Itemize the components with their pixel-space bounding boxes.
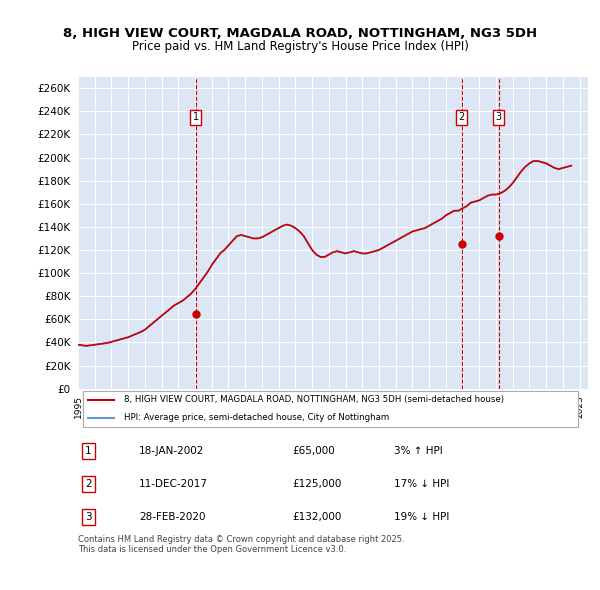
Text: 8, HIGH VIEW COURT, MAGDALA ROAD, NOTTINGHAM, NG3 5DH: 8, HIGH VIEW COURT, MAGDALA ROAD, NOTTIN… [63, 27, 537, 40]
Text: 18-JAN-2002: 18-JAN-2002 [139, 446, 205, 456]
Text: 1: 1 [85, 446, 92, 456]
Text: 11-DEC-2017: 11-DEC-2017 [139, 479, 208, 489]
Text: HPI: Average price, semi-detached house, City of Nottingham: HPI: Average price, semi-detached house,… [124, 414, 389, 422]
Text: 1: 1 [193, 112, 199, 122]
Text: Contains HM Land Registry data © Crown copyright and database right 2025.
This d: Contains HM Land Registry data © Crown c… [78, 535, 404, 554]
Text: £132,000: £132,000 [292, 512, 341, 522]
Text: £125,000: £125,000 [292, 479, 341, 489]
FancyBboxPatch shape [83, 391, 578, 427]
Text: 2: 2 [458, 112, 465, 122]
Text: Price paid vs. HM Land Registry's House Price Index (HPI): Price paid vs. HM Land Registry's House … [131, 40, 469, 53]
Text: 3: 3 [496, 112, 502, 122]
Text: 2: 2 [85, 479, 92, 489]
Text: 3% ↑ HPI: 3% ↑ HPI [394, 446, 443, 456]
Text: 3: 3 [85, 512, 92, 522]
Text: 8, HIGH VIEW COURT, MAGDALA ROAD, NOTTINGHAM, NG3 5DH (semi-detached house): 8, HIGH VIEW COURT, MAGDALA ROAD, NOTTIN… [124, 395, 504, 405]
Text: £65,000: £65,000 [292, 446, 335, 456]
Text: 17% ↓ HPI: 17% ↓ HPI [394, 479, 449, 489]
Text: 28-FEB-2020: 28-FEB-2020 [139, 512, 206, 522]
Text: 19% ↓ HPI: 19% ↓ HPI [394, 512, 449, 522]
